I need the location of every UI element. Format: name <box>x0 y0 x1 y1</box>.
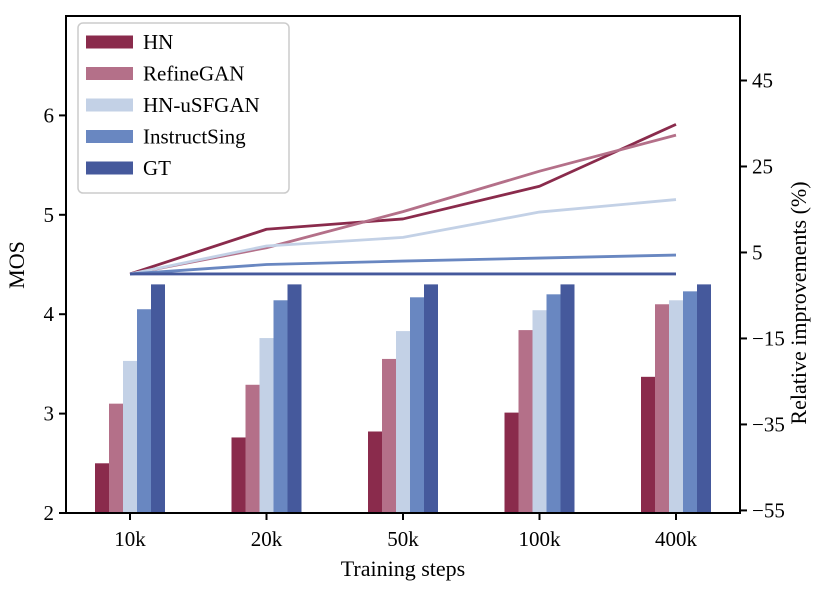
bar-HN-100k <box>504 412 519 513</box>
x-tick-label-20k: 20k <box>251 527 283 551</box>
bar-InstructSing-400k <box>683 291 697 513</box>
legend-label-HN-uSFGAN: HN-uSFGAN <box>143 93 260 117</box>
y-left-tick-label: 4 <box>44 302 55 326</box>
y-left-tick-label: 6 <box>44 103 55 127</box>
line-InstructSing <box>129 253 677 276</box>
y-axis-label-left: MOS <box>4 241 29 289</box>
legend-swatch-RefineGAN <box>86 67 133 80</box>
bar-InstructSing-20k <box>273 300 288 513</box>
legend-swatch-GT <box>86 161 133 175</box>
legend-label-InstructSing: InstructSing <box>143 125 246 149</box>
y-left-tick-label: 3 <box>44 402 55 426</box>
x-tick-label-50k: 50k <box>387 527 419 551</box>
bar-HN-uSFGAN-20k <box>259 338 274 513</box>
bar-HN-uSFGAN-400k <box>669 300 683 513</box>
y-left-tick-label: 5 <box>44 203 55 227</box>
bar-GT-50k <box>424 284 438 513</box>
legend-swatch-HN <box>86 35 133 49</box>
y-right-tick-label: −15 <box>752 326 785 350</box>
bar-RefineGAN-400k <box>655 304 669 513</box>
y-right-tick-label: 45 <box>752 68 773 92</box>
bar-HN-uSFGAN-10k <box>123 360 137 513</box>
bar-HN-400k <box>641 376 655 513</box>
line-HN <box>129 123 677 276</box>
bar-GT-400k <box>697 284 711 513</box>
bar-HN-50k <box>368 431 382 513</box>
bar-GT-10k <box>151 284 165 513</box>
bar-InstructSing-10k <box>137 309 151 513</box>
legend-box <box>77 22 290 194</box>
x-tick-label-10k: 10k <box>114 527 146 551</box>
legend-swatch-HN-uSFGAN <box>86 98 133 112</box>
bar-HN-10k <box>95 463 109 513</box>
bar-GT-100k <box>560 284 575 513</box>
bar-GT-20k <box>287 284 302 513</box>
x-tick-label-100k: 100k <box>519 527 562 551</box>
y-axis-label-right: Relative improvements (%) <box>786 181 811 424</box>
bar-InstructSing-100k <box>546 294 561 513</box>
y-right-tick-label: 25 <box>752 154 773 178</box>
y-left-tick-label: 2 <box>44 501 55 525</box>
bar-HN-uSFGAN-100k <box>532 310 547 513</box>
bar-RefineGAN-10k <box>109 403 123 513</box>
bar-RefineGAN-20k <box>245 384 260 513</box>
y-right-tick-label: 5 <box>752 240 763 264</box>
bar-HN-20k <box>231 437 246 513</box>
legend-label-HN: HN <box>143 30 173 54</box>
legend-label-RefineGAN: RefineGAN <box>143 62 244 86</box>
y-right-tick-label: −55 <box>752 498 785 522</box>
bar-HN-uSFGAN-50k <box>396 331 410 513</box>
x-axis-label: Training steps <box>341 556 465 581</box>
legend-swatch-InstructSing <box>86 130 133 143</box>
x-tick-label-400k: 400k <box>655 527 698 551</box>
y-right-tick-label: −35 <box>752 412 785 436</box>
line-HN-uSFGAN <box>129 198 677 276</box>
bar-InstructSing-50k <box>410 297 424 513</box>
bar-RefineGAN-100k <box>518 330 533 513</box>
legend-label-GT: GT <box>143 156 171 180</box>
bar-RefineGAN-50k <box>382 358 396 513</box>
